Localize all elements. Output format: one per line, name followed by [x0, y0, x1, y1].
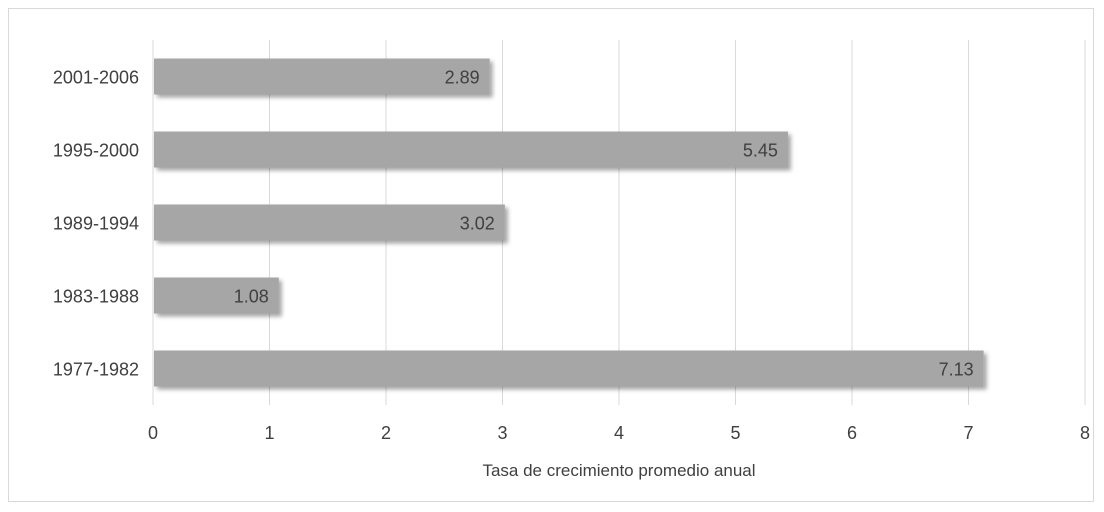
- bar-1977-1982: [154, 350, 984, 387]
- x-tick-label: 1: [264, 423, 274, 443]
- x-axis-title: Tasa de crecimiento promedio anual: [482, 461, 755, 480]
- data-label-2001-2006: 2.89: [445, 68, 480, 88]
- bar-2001-2006: [154, 58, 490, 95]
- bar-1983-1988: [154, 277, 279, 314]
- data-label-1977-1982: 7.13: [939, 360, 974, 380]
- x-axis-tick-labels: 0 1 2 3 4 5 6 7 8: [148, 423, 1090, 443]
- x-tick-label: 7: [963, 423, 973, 443]
- y-tick-label-1977-1982: 1977-1982: [53, 360, 139, 380]
- y-tick-label-1983-1988: 1983-1988: [53, 287, 139, 307]
- x-tick-label: 8: [1080, 423, 1090, 443]
- x-tick-label: 6: [847, 423, 857, 443]
- y-tick-label-1995-2000: 1995-2000: [53, 141, 139, 161]
- data-labels: 2.89 5.45 3.02 1.08 7.13: [234, 68, 974, 380]
- data-label-1995-2000: 5.45: [743, 141, 778, 161]
- x-tick-label: 4: [614, 423, 624, 443]
- bar-1989-1994: [154, 204, 505, 241]
- x-tick-label: 5: [730, 423, 740, 443]
- x-tick-label: 0: [148, 423, 158, 443]
- data-label-1989-1994: 3.02: [460, 214, 495, 234]
- bar-1995-2000: [154, 131, 788, 168]
- gridlines: [152, 40, 1086, 405]
- data-label-1983-1988: 1.08: [234, 287, 269, 307]
- y-tick-label-1989-1994: 1989-1994: [53, 214, 139, 234]
- bars: [154, 58, 984, 387]
- x-tick-label: 2: [381, 423, 391, 443]
- y-tick-label-2001-2006: 2001-2006: [53, 68, 139, 88]
- y-axis-tick-labels: 2001-2006 1995-2000 1989-1994 1983-1988 1977…: [53, 68, 139, 380]
- x-tick-label: 3: [497, 423, 507, 443]
